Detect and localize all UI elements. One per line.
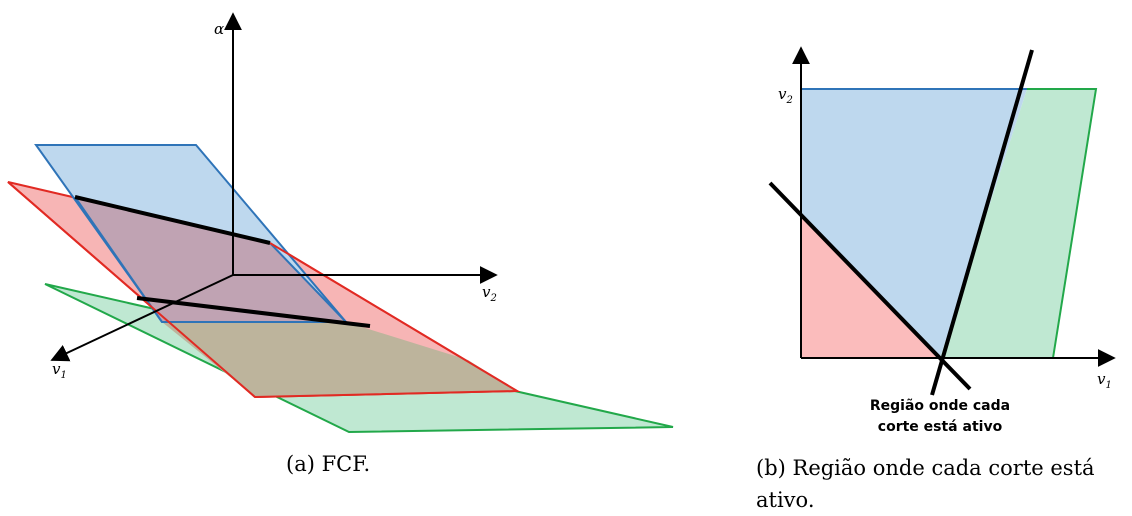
blue-region — [801, 89, 1027, 358]
intersection-line-upper — [74, 195, 271, 245]
cut-line-descending — [768, 181, 972, 391]
v2-axis-label: v2 — [482, 283, 497, 304]
green-region-edge — [1027, 88, 1098, 359]
v1-axis-label: v1 — [52, 360, 67, 381]
alpha-axis-label: α — [214, 20, 224, 38]
b-v2-axis-label: v2 — [778, 85, 793, 106]
red-plane-edge — [7, 181, 521, 399]
b-v1-axis-label: v1 — [1097, 370, 1112, 391]
caption-panel-a: (a) FCF. — [286, 452, 371, 476]
overlap-red-green-region — [162, 322, 517, 397]
blue-plane-edge — [74, 196, 349, 323]
panel-b-active-regions: v2 v1 Região onde cada corte está ativo — [768, 46, 1116, 435]
green-region — [940, 89, 1096, 358]
caption-panel-b: (b) Região onde cada corte está ativo. — [756, 456, 1095, 512]
v1-axis — [50, 274, 234, 362]
annotation-line-1: Região onde cada — [870, 398, 1010, 414]
overlap-blue-red-region — [75, 197, 346, 322]
annotation-line-2: corte está ativo — [878, 419, 1003, 435]
cut-line-ascending — [930, 49, 1034, 396]
panel-a-3d-cuts: α v2 v1 — [7, 12, 674, 434]
intersection-line-lower — [136, 296, 371, 328]
